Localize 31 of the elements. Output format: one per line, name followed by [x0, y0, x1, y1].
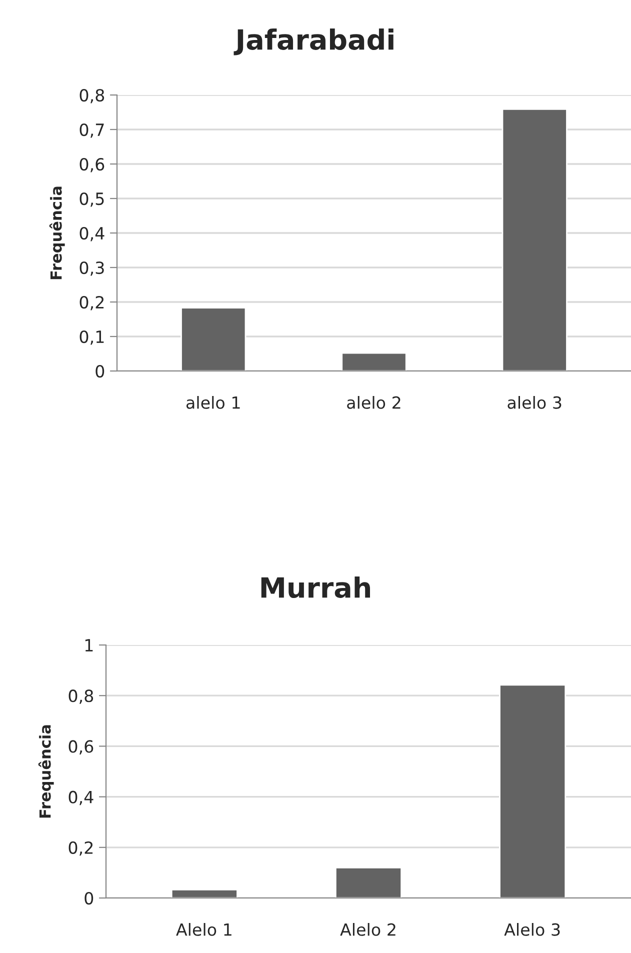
bar	[341, 352, 407, 371]
bar	[170, 888, 238, 898]
y-axis-title: Frequência	[49, 186, 65, 280]
y-tick-label: 0,6	[80, 158, 104, 172]
y-axis-title: Frequência	[38, 725, 54, 818]
chart-title: Jafarabadi	[234, 28, 394, 56]
bar	[180, 307, 246, 371]
bar	[499, 684, 566, 898]
y-tick-label: 0,2	[68, 841, 93, 856]
x-tick-label: alelo 2	[347, 396, 400, 409]
x-tick-label: Alelo 2	[340, 923, 396, 936]
x-tick-label: alelo 3	[508, 396, 562, 409]
y-tick-label: 0,4	[80, 226, 104, 242]
y-tick-label: 0,1	[80, 330, 104, 345]
bar	[502, 108, 568, 371]
y-tick-label: 0	[96, 364, 104, 378]
y-tick-label: 0,7	[80, 123, 104, 138]
y-tick-label: 0,8	[80, 88, 104, 104]
y-tick-label: 0,8	[68, 690, 94, 704]
x-tick-label: Alelo 1	[176, 923, 232, 936]
y-tick-label: 0,6	[68, 740, 94, 754]
y-tick-label: 0,5	[80, 192, 104, 207]
y-tick-label: 0,3	[80, 261, 104, 276]
y-tick-label: 0,4	[68, 790, 94, 806]
x-tick-label: alelo 1	[186, 396, 240, 409]
chart-title: Murrah	[261, 576, 370, 598]
x-tick-label: Alelo 3	[504, 923, 560, 936]
y-tick-label: 0	[84, 892, 94, 905]
y-tick-label: 1	[85, 639, 93, 652]
y-tick-label: 0,2	[80, 296, 104, 310]
bar	[334, 866, 402, 898]
